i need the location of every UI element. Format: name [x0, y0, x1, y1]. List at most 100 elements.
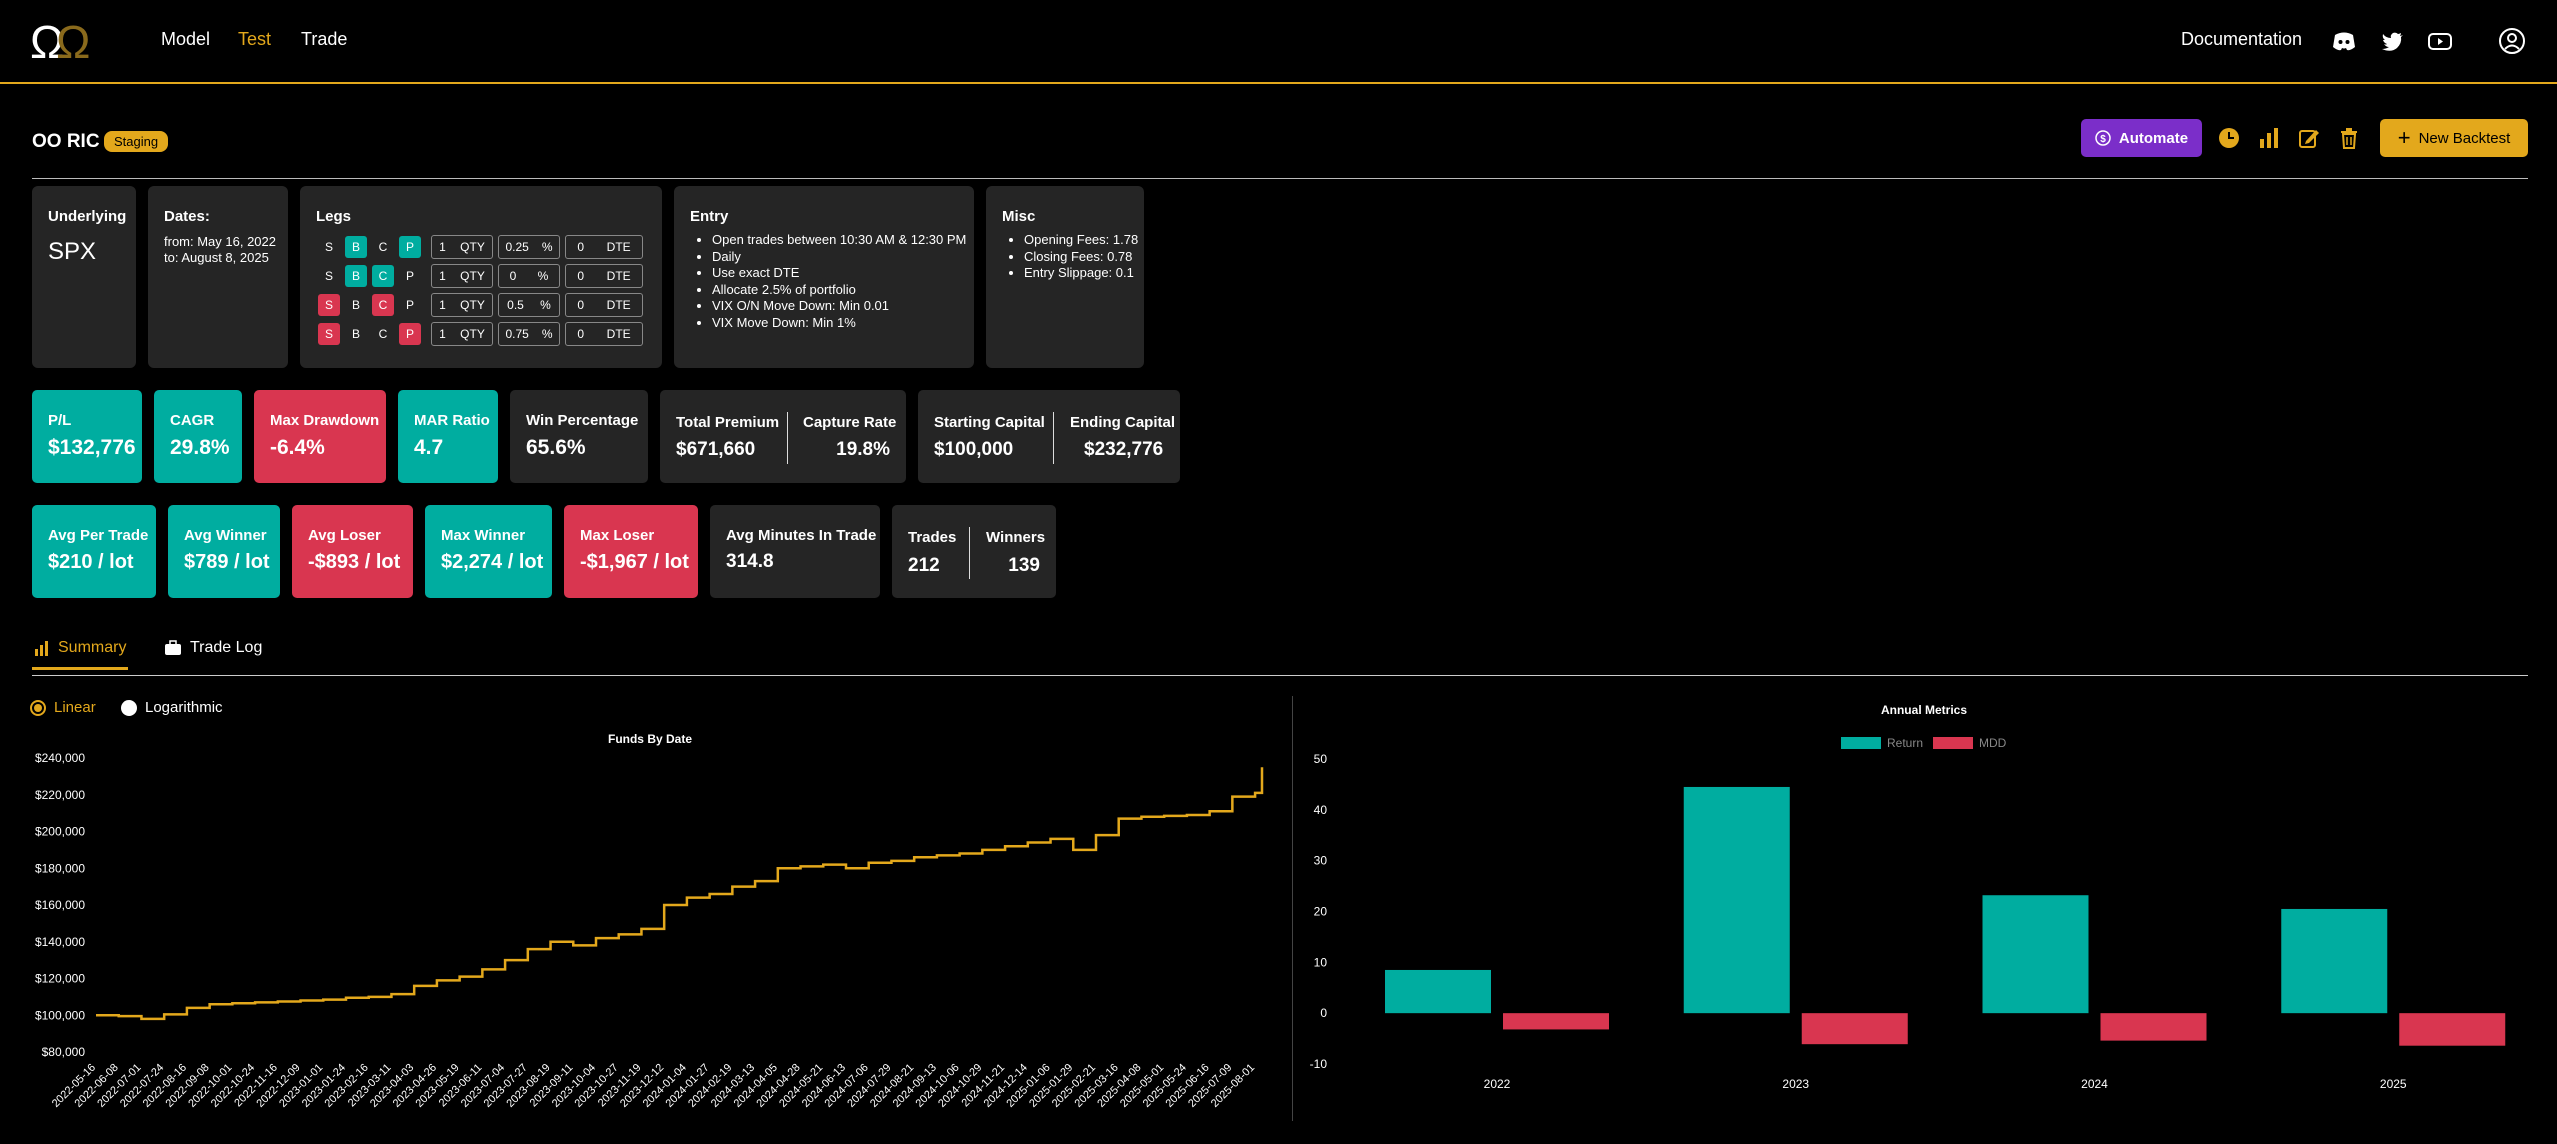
leg-qty-field[interactable]: 1 QTY [431, 322, 493, 346]
clock-icon[interactable] [2217, 126, 2241, 150]
discord-icon[interactable] [2329, 26, 2359, 56]
list-item: Opening Fees: 1.78 [1024, 232, 1138, 249]
leg-dte-unit: DTE [606, 269, 631, 283]
automate-button[interactable]: $ Automate [2081, 119, 2202, 157]
bar-chart-icon[interactable] [2257, 126, 2281, 150]
trades-value: 212 [908, 555, 940, 576]
annual-metrics-chart: Annual Metrics Return MDD 50403020100-10 … [1310, 703, 2506, 1091]
y-tick-label: $180,000 [35, 861, 85, 875]
list-item: Entry Slippage: 0.1 [1024, 265, 1138, 282]
y-tick-label: $100,000 [35, 1008, 85, 1022]
starting-capital-value: $100,000 [934, 439, 1014, 460]
y-tick-label: $160,000 [35, 898, 85, 912]
nav-trade[interactable]: Trade [301, 29, 348, 49]
chart-divider [1292, 696, 1293, 1121]
leg-dte-value: 0 [577, 327, 585, 341]
trades-label: Trades [908, 529, 957, 546]
leg-pct-field[interactable]: 0.5% [498, 293, 560, 317]
leg-qty-field[interactable]: 1 QTY [431, 235, 493, 259]
leg-qty-field[interactable]: 1 QTY [431, 293, 493, 317]
legs-label: Legs [316, 208, 352, 225]
capital-card: Starting Capital $100,000 Ending Capital… [918, 390, 1180, 483]
misc-card: Misc Opening Fees: 1.78Closing Fees: 0.7… [986, 186, 1144, 368]
leg-toggle-s[interactable]: S [318, 294, 340, 316]
leg-dte-field[interactable]: 0 DTE [565, 235, 643, 259]
linear-radio[interactable]: Linear [30, 699, 96, 716]
user-icon[interactable] [2497, 26, 2527, 56]
leg-dte-field[interactable]: 0 DTE [565, 322, 643, 346]
leg-pct-value: 0.5 [507, 298, 524, 312]
leg-dte-field[interactable]: 0 DTE [565, 293, 643, 317]
bar-mdd-2022 [1503, 1013, 1609, 1030]
leg-toggle-c[interactable]: C [372, 294, 394, 316]
leg-toggle-b[interactable]: B [345, 236, 367, 258]
y-tick-label: -10 [1310, 1057, 1328, 1071]
leg-toggle-s[interactable]: S [324, 240, 333, 254]
bar-mdd-2023 [1801, 1013, 1908, 1045]
trades-card: Trades 212 Winners 139 [892, 505, 1056, 598]
leg-row: S B C P 1 QTY 0.5% 0 DTE [318, 292, 643, 318]
leg-toggle-s[interactable]: S [324, 269, 333, 283]
leg-toggle-b[interactable]: B [351, 327, 360, 341]
mar-ratio-card: MAR Ratio 4.7 [398, 390, 498, 483]
bar-return-2024 [1982, 895, 2089, 1014]
logarithmic-radio[interactable]: Logarithmic [121, 699, 223, 716]
tab-summary[interactable]: Summary [34, 639, 126, 657]
twitter-icon[interactable] [2378, 26, 2408, 56]
avg-loser-label: Avg Loser [308, 527, 381, 544]
leg-pct-field[interactable]: 0% [498, 264, 560, 288]
linear-label: Linear [54, 699, 96, 716]
max-loser-card: Max Loser -$1,967 / lot [564, 505, 698, 598]
entry-label: Entry [690, 208, 729, 225]
list-item: VIX O/N Move Down: Min 0.01 [712, 298, 966, 315]
premium-card: Total Premium $671,660 Capture Rate 19.8… [660, 390, 906, 483]
win-percentage-label: Win Percentage [526, 412, 639, 429]
premium-divider [787, 412, 788, 464]
underlying-label: Underlying [48, 208, 127, 225]
pl-label: P/L [48, 412, 72, 429]
leg-qty-unit: QTY [460, 327, 485, 341]
leg-toggle-p[interactable]: P [405, 269, 414, 283]
annual-metrics-title: Annual Metrics [1881, 703, 1967, 717]
leg-qty-value: 1 [439, 327, 446, 341]
leg-toggle-c[interactable]: C [378, 240, 388, 254]
pl-card: P/L $132,776 [32, 390, 142, 483]
avg-winner-label: Avg Winner [184, 527, 267, 544]
nav-test[interactable]: Test [238, 29, 272, 49]
y-tick-label: $120,000 [35, 972, 85, 986]
nav-documentation[interactable]: Documentation [2181, 29, 2303, 49]
x-tick-label: 2025 [2380, 1077, 2407, 1091]
avg-minutes-label: Avg Minutes In Trade [726, 527, 877, 544]
omega-logo-icon[interactable]: Ω Ω [30, 18, 100, 64]
starting-capital-label: Starting Capital [934, 414, 1045, 431]
leg-toggle-b[interactable]: B [345, 265, 367, 287]
leg-pct-field[interactable]: 0.25% [498, 235, 560, 259]
leg-toggle-c[interactable]: C [378, 327, 388, 341]
y-tick-label: 30 [1314, 854, 1328, 868]
svg-text:Ω: Ω [56, 18, 90, 64]
leg-toggle-p[interactable]: P [399, 236, 421, 258]
misc-label: Misc [1002, 208, 1036, 225]
ending-capital-value: $232,776 [1084, 439, 1164, 460]
leg-qty-field[interactable]: 1 QTY [431, 264, 493, 288]
leg-toggle-s[interactable]: S [318, 323, 340, 345]
cagr-label: CAGR [170, 412, 215, 429]
leg-toggle-p[interactable]: P [399, 323, 421, 345]
automate-label: Automate [2118, 129, 2189, 147]
leg-dte-field[interactable]: 0 DTE [565, 264, 643, 288]
youtube-icon[interactable] [2425, 26, 2455, 56]
leg-toggle-p[interactable]: P [405, 298, 414, 312]
nav-model[interactable]: Model [161, 29, 211, 49]
legend-swatch [1841, 737, 1881, 749]
leg-pct-unit: % [541, 240, 553, 254]
radio-unselected-icon [121, 699, 137, 716]
edit-icon[interactable] [2297, 126, 2321, 150]
leg-toggle-c[interactable]: C [372, 265, 394, 287]
leg-toggle-b[interactable]: B [351, 298, 360, 312]
tab-trade-log[interactable]: Trade Log [164, 639, 262, 657]
bar-return-2023 [1683, 786, 1790, 1014]
leg-pct-field[interactable]: 0.75% [498, 322, 560, 346]
trash-icon[interactable] [2337, 126, 2361, 150]
new-backtest-button[interactable]: + New Backtest [2380, 119, 2528, 157]
y-tick-label: 50 [1314, 752, 1328, 766]
